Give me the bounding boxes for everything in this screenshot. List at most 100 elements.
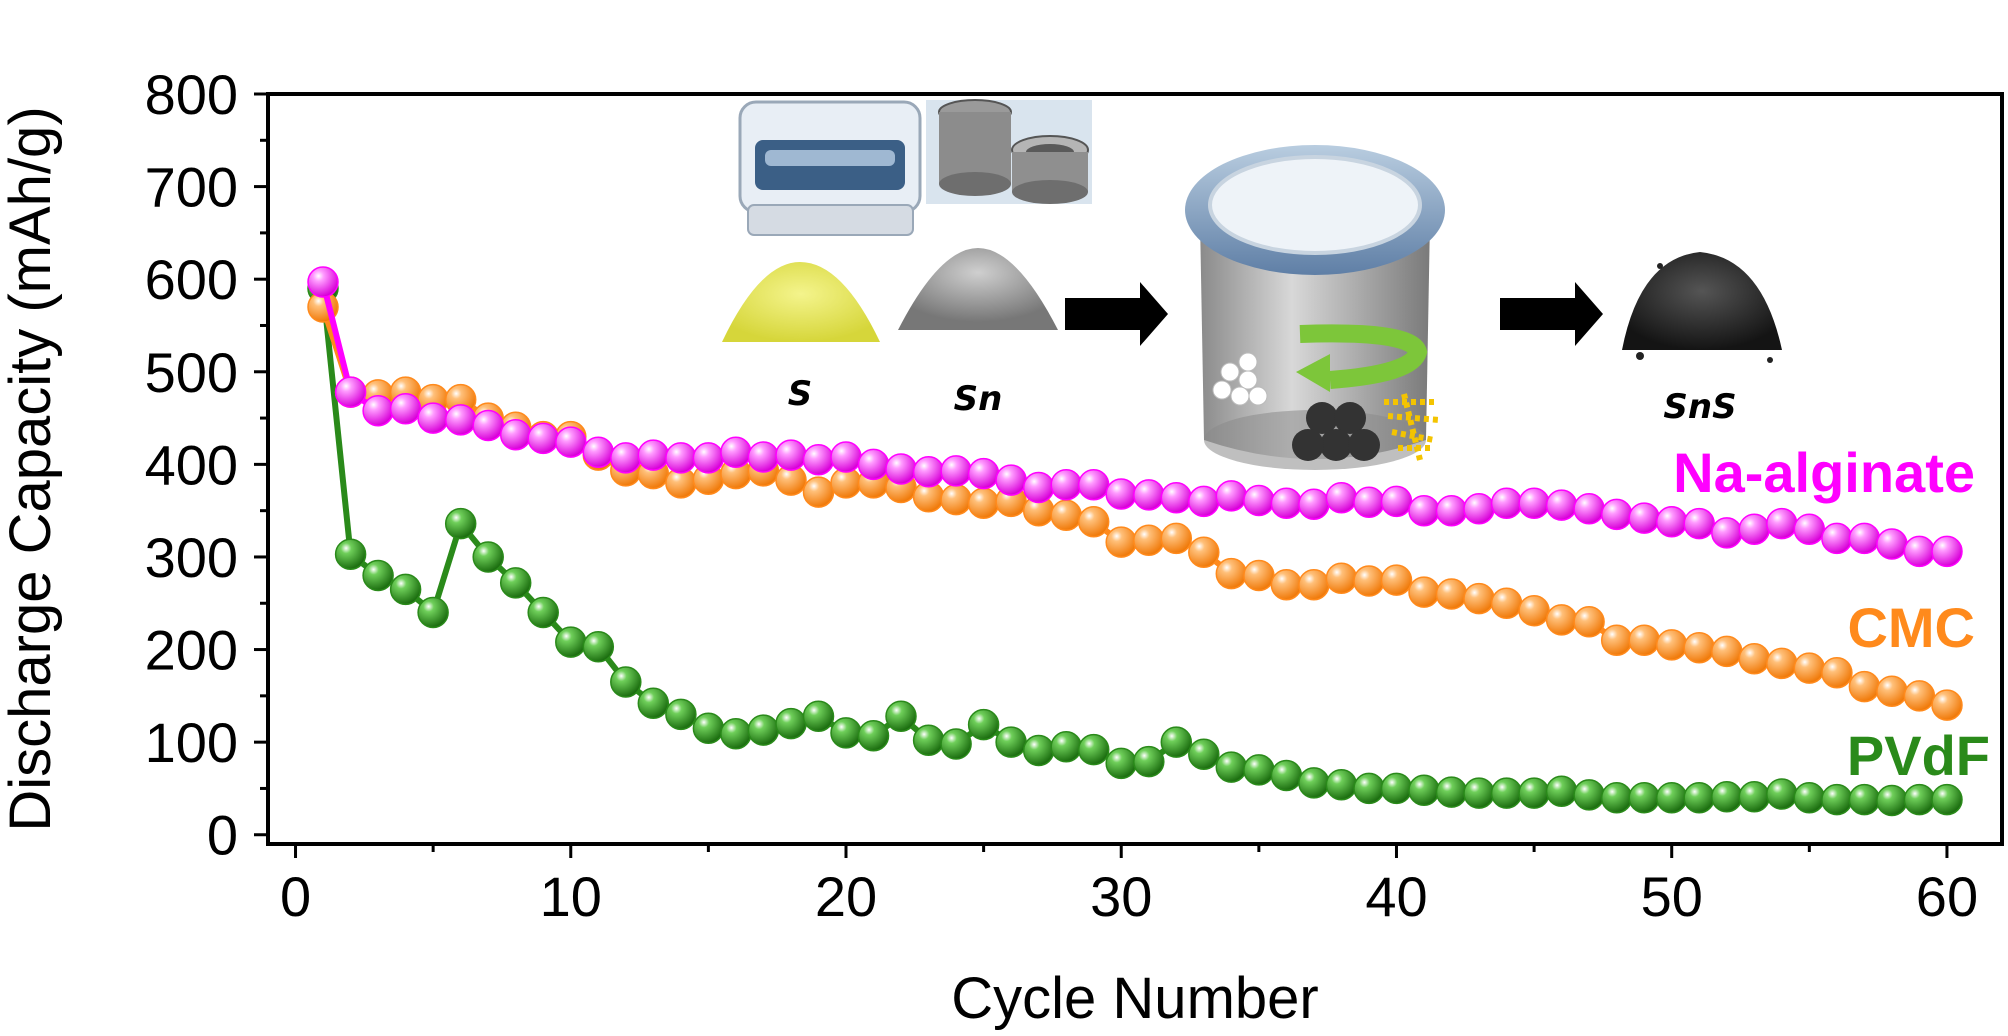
data-point (637, 687, 670, 720)
data-point (1655, 781, 1688, 814)
data-point (830, 441, 862, 473)
data-point (1931, 535, 1963, 568)
data-point (389, 393, 422, 425)
data-point (1655, 629, 1688, 661)
series-label-pvdf: PVdF (1847, 724, 1990, 787)
data-point (967, 487, 1000, 520)
data-point (1105, 526, 1137, 558)
data-point (1215, 480, 1248, 512)
data-point (1821, 783, 1853, 816)
data-point (1215, 751, 1248, 783)
data-point (1848, 522, 1881, 555)
data-point (1050, 468, 1082, 501)
inset-label-s: S (788, 374, 813, 414)
data-point (1435, 578, 1468, 610)
x-tick-label: 20 (815, 865, 877, 928)
data-point (1711, 517, 1743, 549)
data-point (1545, 489, 1578, 521)
data-point (1298, 488, 1330, 520)
series-label-na-alginate: Na-alginate (1673, 441, 1975, 504)
data-point (1738, 781, 1771, 813)
data-point (1270, 487, 1303, 520)
plot-frame (266, 92, 2004, 846)
arrow-right-icon (1500, 282, 1603, 346)
y-tick-label: 700 (145, 156, 238, 219)
data-point (1821, 656, 1853, 689)
data-point (692, 712, 725, 745)
data-point (857, 448, 890, 481)
data-point (1353, 565, 1385, 597)
data-point (1243, 754, 1275, 786)
data-point (1628, 781, 1660, 814)
data-point (1022, 734, 1055, 767)
data-point (1683, 631, 1715, 664)
data-point (1050, 731, 1082, 763)
data-point (1050, 499, 1082, 532)
data-point (1628, 624, 1660, 657)
data-point (1545, 604, 1578, 636)
data-point (582, 631, 615, 663)
data-point (1325, 768, 1358, 801)
series-cmc (307, 291, 1963, 721)
data-point (1105, 478, 1137, 510)
x-tick-label: 10 (540, 865, 602, 928)
x-tick-label: 40 (1365, 865, 1427, 928)
data-point (1215, 557, 1248, 590)
data-point (1711, 635, 1743, 668)
sns-powder-icon (1622, 252, 1782, 363)
x-axis-title: Cycle Number (951, 966, 1318, 1031)
data-point (1711, 781, 1743, 813)
data-point (1077, 733, 1110, 766)
y-tick-label: 500 (145, 341, 238, 404)
data-point (1243, 484, 1275, 517)
data-point (610, 666, 642, 698)
data-point (1903, 535, 1936, 568)
data-point (1435, 494, 1468, 527)
data-point (912, 724, 945, 757)
data-point (362, 394, 394, 427)
tin-powder-icon (898, 248, 1058, 330)
data-point (1298, 767, 1330, 799)
data-point (912, 456, 945, 488)
data-point (1463, 493, 1495, 525)
data-point (1160, 726, 1193, 758)
data-point (1408, 576, 1440, 608)
y-tick-label: 0 (207, 804, 238, 867)
data-point (1821, 522, 1853, 555)
inset-label-sn: Sn (954, 379, 1003, 419)
data-point (1353, 772, 1385, 805)
data-point (1188, 485, 1220, 518)
series-layer (307, 266, 1963, 817)
data-point (1683, 781, 1715, 814)
data-point (1435, 776, 1468, 808)
milling-jar-schematic-icon (1185, 145, 1445, 470)
data-point (995, 464, 1027, 496)
data-point (1490, 487, 1523, 520)
data-point (1600, 781, 1633, 814)
data-point (1133, 745, 1165, 778)
data-point (665, 442, 697, 474)
data-point (555, 626, 587, 658)
data-point (1793, 513, 1826, 545)
y-tick-label: 300 (145, 526, 238, 589)
data-point (472, 541, 504, 573)
data-point (1793, 781, 1826, 814)
data-point (1931, 689, 1963, 721)
data-point (1077, 506, 1110, 538)
data-point (1160, 481, 1193, 514)
data-point (472, 409, 504, 442)
data-point (940, 728, 972, 760)
data-point (582, 436, 615, 469)
data-point (444, 404, 477, 436)
data-point (1298, 568, 1330, 601)
data-point (610, 442, 642, 474)
data-point (1270, 759, 1303, 792)
data-point (1628, 502, 1660, 534)
data-point (1188, 536, 1220, 569)
y-tick-label: 600 (145, 248, 238, 311)
data-point (1876, 528, 1908, 560)
data-point (1380, 485, 1413, 518)
inset-label-sns: SnS (1663, 387, 1736, 427)
